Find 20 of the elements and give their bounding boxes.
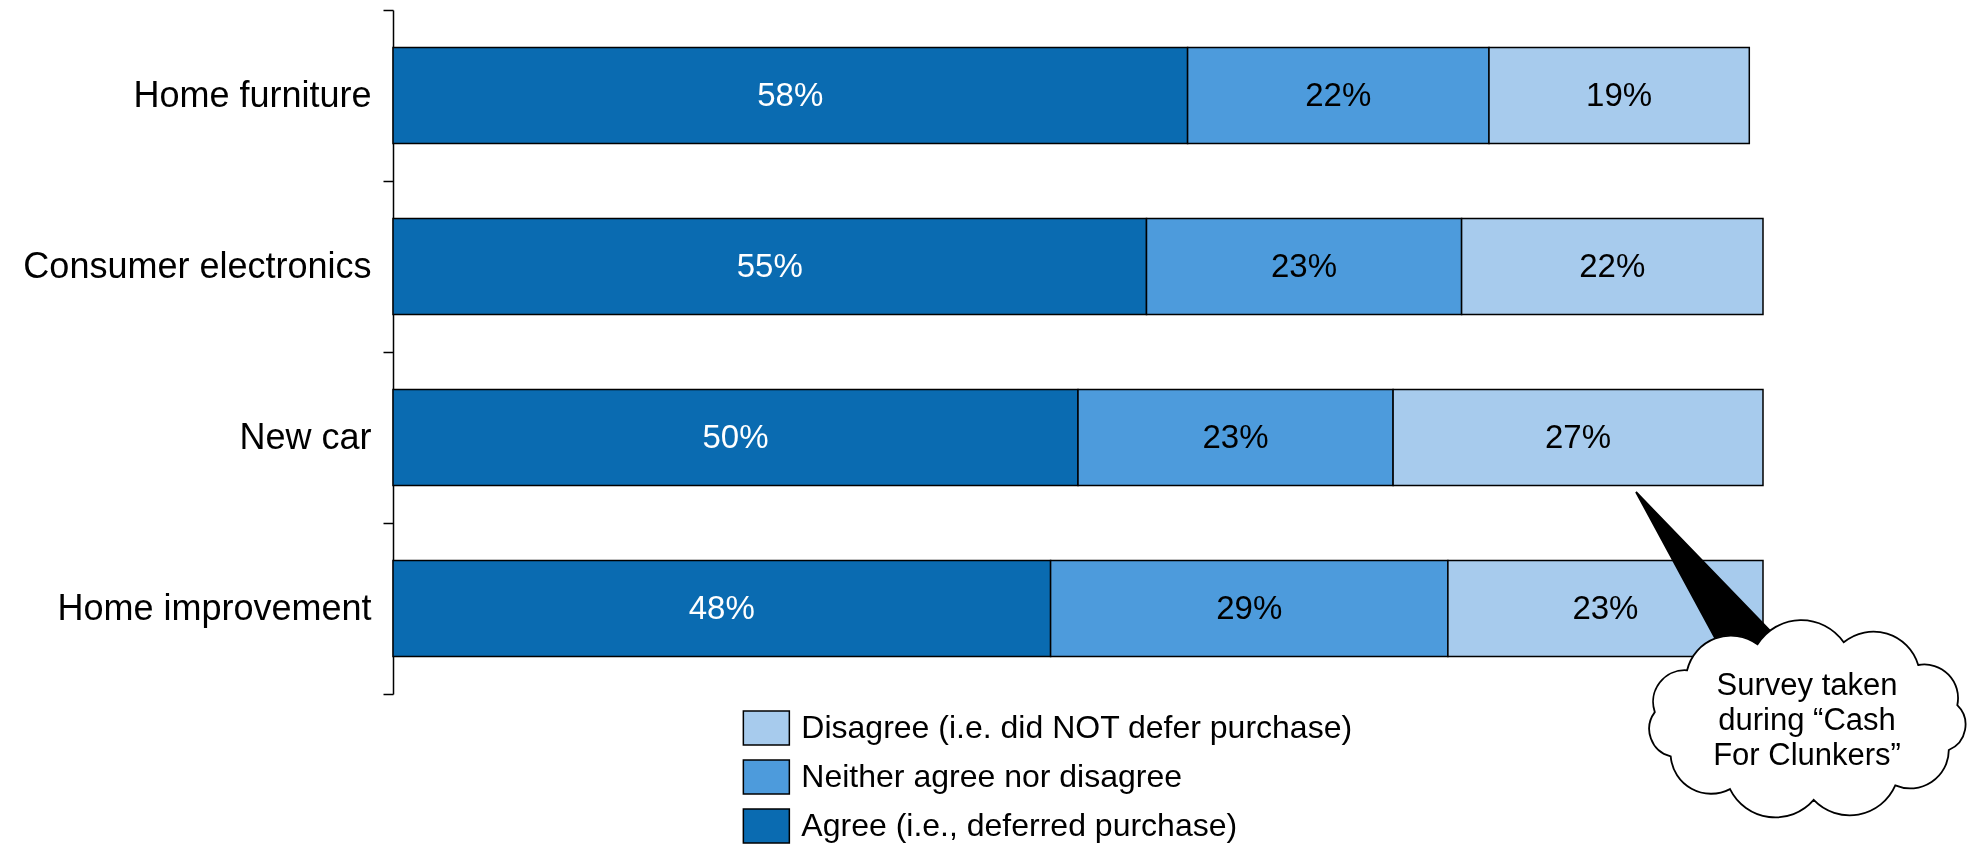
- data-label: 55%: [736, 246, 803, 284]
- data-label: 50%: [702, 417, 769, 455]
- annotation: Survey taken during “Cash For Clunkers”: [1713, 667, 1901, 772]
- data-label: 58%: [757, 75, 824, 113]
- y-tick-label: Home furniture: [133, 74, 372, 115]
- data-label: 27%: [1545, 417, 1612, 455]
- data-label: 23%: [1572, 588, 1639, 626]
- data-label: 22%: [1305, 75, 1372, 113]
- y-tick-label: New car: [239, 416, 372, 457]
- legend-label: Neither agree nor disagree: [801, 758, 1183, 794]
- y-tick-label: Consumer electronics: [23, 245, 372, 286]
- data-label: 19%: [1586, 75, 1653, 113]
- data-label: 29%: [1216, 588, 1283, 626]
- data-label: 23%: [1271, 246, 1338, 284]
- legend-label: Disagree (i.e. did NOT defer purchase): [801, 709, 1353, 745]
- data-label: 48%: [688, 588, 755, 626]
- legend-label: Agree (i.e., deferred purchase): [801, 807, 1238, 843]
- y-tick-label: Home improvement: [57, 587, 372, 628]
- data-label: 23%: [1202, 417, 1269, 455]
- data-label: 22%: [1579, 246, 1646, 284]
